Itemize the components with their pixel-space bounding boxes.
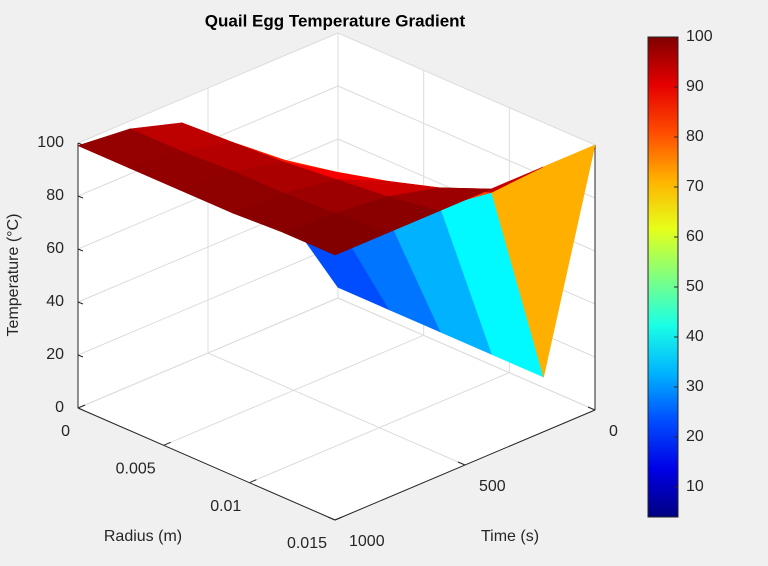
colorbar-tick-label: 90	[686, 78, 704, 95]
colorbar	[647, 36, 679, 518]
grid-line	[337, 297, 596, 411]
z-tick-label: 0	[55, 399, 64, 416]
x-tick	[77, 404, 86, 409]
z-tick-label: 40	[46, 293, 64, 310]
grid-line	[207, 352, 466, 466]
y-tick-label: 0	[609, 423, 618, 440]
axis-line	[334, 409, 596, 521]
y-tick	[587, 406, 596, 411]
z-tick-label: 20	[46, 346, 64, 363]
x-tick-label: 0.015	[287, 535, 327, 552]
z-tick	[77, 354, 84, 358]
x-tick-label: 0	[61, 423, 70, 440]
colorbar-tick-label: 70	[686, 178, 704, 195]
y-tick-label: 1000	[349, 533, 385, 550]
colorbar-tick-label: 30	[686, 378, 704, 395]
y-axis-label: Time (s)	[481, 528, 539, 545]
surface-patch	[282, 212, 388, 256]
colorbar-tick-label: 100	[686, 28, 713, 45]
colorbar-tick-label: 80	[686, 128, 704, 145]
z-tick	[77, 195, 84, 199]
colorbar-tick-label: 50	[686, 278, 704, 295]
axis-line	[77, 407, 336, 521]
z-tick-label: 80	[46, 187, 64, 204]
colorbar-tick-label: 60	[686, 228, 704, 245]
x-tick-label: 0.01	[210, 498, 241, 515]
grid-line	[337, 32, 596, 146]
z-tick	[77, 301, 84, 305]
y-tick-label: 500	[479, 478, 506, 495]
colorbar-tick-label: 20	[686, 428, 704, 445]
colorbar-tick-label: 10	[686, 478, 704, 495]
x-tick	[249, 479, 257, 484]
z-tick	[77, 248, 84, 252]
x-axis-label: Radius (m)	[104, 528, 182, 545]
z-tick-label: 60	[46, 240, 64, 257]
chart-title: Quail Egg Temperature Gradient	[205, 11, 466, 30]
x-tick-label: 0.005	[116, 461, 156, 478]
z-axis-label: Temperature (°C)	[5, 214, 22, 337]
x-tick	[163, 441, 171, 446]
colorbar-tick-label: 40	[686, 328, 704, 345]
z-tick-label: 100	[37, 134, 64, 151]
y-tick	[457, 461, 466, 466]
